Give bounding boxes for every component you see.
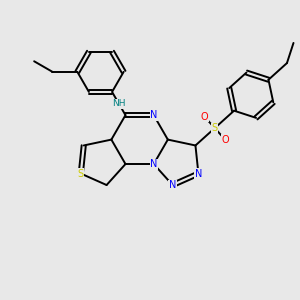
Text: S: S [78, 169, 84, 178]
Text: N: N [195, 169, 202, 178]
Text: N: N [169, 180, 176, 190]
Text: NH: NH [112, 99, 126, 108]
Text: O: O [201, 112, 208, 122]
Text: O: O [221, 135, 229, 145]
Text: N: N [150, 159, 158, 169]
Text: S: S [212, 123, 218, 133]
Text: N: N [150, 110, 158, 120]
